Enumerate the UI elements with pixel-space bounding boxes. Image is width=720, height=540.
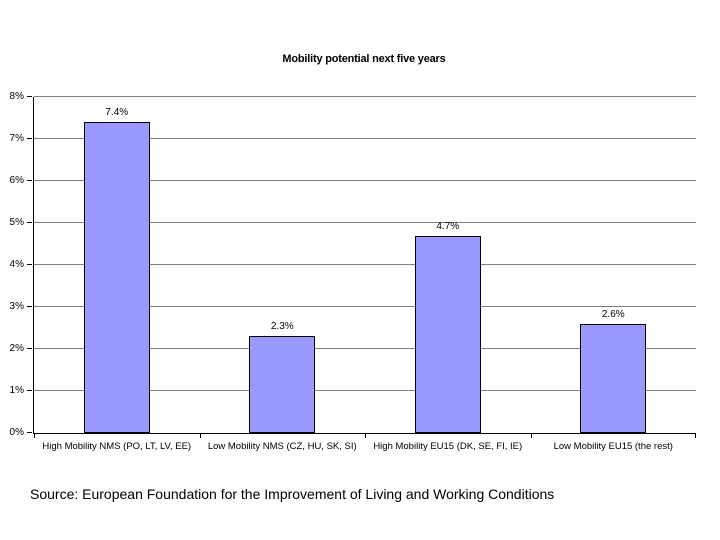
data-label: 7.4% bbox=[105, 107, 129, 119]
x-axis-tick bbox=[199, 433, 201, 438]
y-axis-tick bbox=[27, 390, 32, 391]
gridline bbox=[34, 96, 696, 97]
x-axis-tick bbox=[365, 433, 366, 438]
y-axis-tick bbox=[27, 96, 32, 97]
chart-title: Mobility potential next five years bbox=[282, 53, 446, 65]
y-axis-tick bbox=[27, 432, 32, 433]
category-label: Low Mobility NMS (CZ, HU, SK, SI) bbox=[207, 441, 357, 452]
y-axis-label: 3% bbox=[9, 301, 24, 312]
y-axis-tick bbox=[27, 222, 32, 223]
data-label: 2.6% bbox=[601, 308, 625, 320]
y-axis-tick bbox=[27, 264, 32, 265]
y-axis-label: 2% bbox=[9, 343, 24, 354]
gridline bbox=[34, 222, 696, 223]
bar bbox=[580, 323, 647, 433]
data-label: 4.7% bbox=[436, 220, 460, 232]
gridline bbox=[34, 348, 696, 349]
y-axis-label: 0% bbox=[9, 427, 24, 438]
gridline bbox=[34, 306, 696, 307]
gridline bbox=[34, 390, 696, 391]
x-axis-tick bbox=[530, 433, 532, 438]
y-axis-label: 8% bbox=[9, 91, 24, 102]
bar bbox=[414, 235, 481, 433]
gridline bbox=[34, 180, 696, 181]
y-axis-label: 1% bbox=[9, 385, 24, 396]
y-axis-tick bbox=[27, 138, 32, 139]
category-label: Low Mobility EU15 (the rest) bbox=[553, 441, 673, 452]
data-label: 2.3% bbox=[270, 321, 294, 333]
gridline bbox=[34, 264, 696, 265]
y-axis-label: 6% bbox=[9, 175, 24, 186]
category-label: High Mobility EU15 (DK, SE, FI, IE) bbox=[373, 441, 523, 452]
y-axis-label: 4% bbox=[9, 259, 24, 270]
y-axis-tick bbox=[27, 180, 32, 181]
x-axis-tick bbox=[34, 433, 35, 438]
y-axis-label: 7% bbox=[9, 133, 24, 144]
y-axis-label: 5% bbox=[9, 217, 24, 228]
x-axis-tick bbox=[695, 433, 696, 438]
category-label: High Mobility NMS (PO, LT, LV, EE) bbox=[42, 441, 192, 452]
y-axis-tick bbox=[27, 306, 32, 307]
plot-area: 0% 1% 2% 3% 4% 5% 6% 7% 8% 7.4% High Mobility NMS … bbox=[10, 91, 696, 452]
gridline bbox=[34, 138, 696, 139]
bar bbox=[83, 122, 150, 433]
source-note: Source: European Foundation for the Impr… bbox=[30, 486, 555, 502]
bar bbox=[249, 336, 316, 433]
y-axis-tick bbox=[27, 348, 32, 349]
